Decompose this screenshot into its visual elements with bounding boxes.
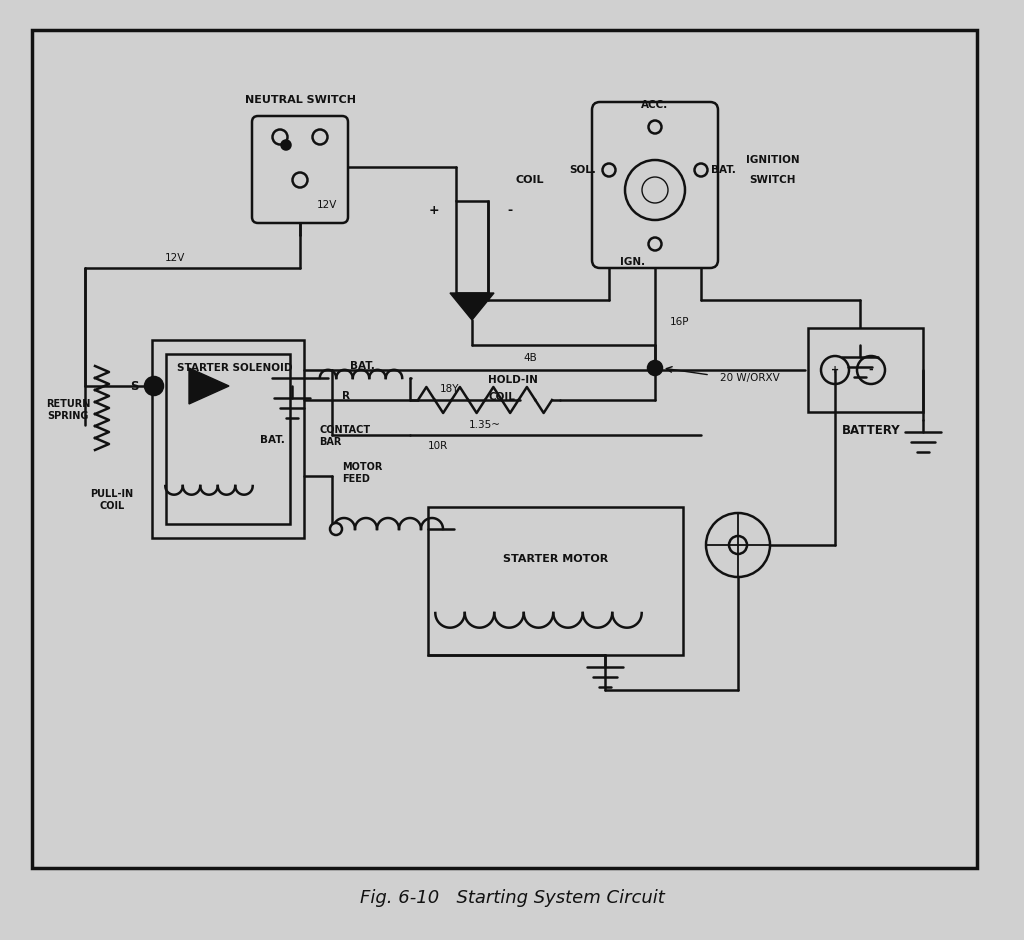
Text: +: + [830, 365, 839, 375]
Text: S: S [130, 380, 138, 393]
Text: 18Y: 18Y [440, 384, 460, 394]
Bar [166, 354, 290, 524]
Circle shape [706, 513, 770, 577]
Text: COIL: COIL [516, 175, 544, 185]
Text: ploiolog: ploiolog [53, 75, 97, 85]
Text: R: R [342, 391, 350, 401]
Text: 1.35~: 1.35~ [469, 420, 501, 430]
Polygon shape [450, 293, 494, 320]
Text: PULL-IN
COIL: PULL-IN COIL [90, 489, 133, 510]
Text: BAT.: BAT. [711, 165, 735, 175]
Text: IGNITION: IGNITION [746, 155, 800, 165]
Bar [32, 30, 977, 868]
Circle shape [648, 238, 662, 250]
Text: -: - [508, 203, 513, 216]
Text: MOTOR
FEED: MOTOR FEED [342, 462, 382, 484]
Text: COIL: COIL [488, 392, 515, 402]
Circle shape [694, 164, 708, 177]
Circle shape [312, 130, 328, 145]
Bar [456, 201, 488, 293]
Text: Fig. 6-10   Starting System Circuit: Fig. 6-10 Starting System Circuit [359, 889, 665, 907]
Text: switch terminal as previously: switch terminal as previously [664, 110, 816, 120]
Text: RETURN
SPRING: RETURN SPRING [46, 400, 90, 421]
Bar [428, 507, 683, 655]
Text: described.: described. [688, 140, 742, 150]
Circle shape [145, 377, 163, 395]
Circle shape [602, 164, 615, 177]
Text: 12V: 12V [316, 200, 337, 210]
FancyBboxPatch shape [252, 116, 348, 223]
Text: BAT.: BAT. [350, 361, 375, 371]
Text: 16P: 16P [671, 317, 690, 327]
Text: carefully.: carefully. [752, 43, 808, 56]
Circle shape [648, 120, 662, 133]
Circle shape [330, 523, 342, 535]
Text: HOLD-IN: HOLD-IN [488, 375, 538, 385]
Text: SWITCH: SWITCH [750, 175, 797, 185]
Text: 4B: 4B [523, 353, 537, 363]
Bar [808, 328, 923, 412]
Circle shape [625, 160, 685, 220]
Text: ACC.: ACC. [641, 100, 669, 110]
Circle shape [857, 356, 885, 384]
Circle shape [282, 140, 291, 149]
Bar [152, 340, 304, 538]
FancyBboxPatch shape [592, 102, 718, 268]
Circle shape [648, 361, 662, 375]
Text: NEUTRAL SWITCH: NEUTRAL SWITCH [245, 95, 355, 105]
Text: BATTERY: BATTERY [842, 424, 900, 436]
Text: STARTER SOLENOID: STARTER SOLENOID [177, 363, 293, 373]
Text: 10R: 10R [428, 441, 449, 451]
Circle shape [642, 177, 668, 203]
Polygon shape [189, 368, 229, 404]
Text: STARTER MOTOR: STARTER MOTOR [503, 554, 608, 564]
Circle shape [821, 356, 849, 384]
Text: SOL.: SOL. [569, 165, 596, 175]
Text: CONTACT
BAR: CONTACT BAR [319, 425, 370, 446]
Text: IGN.: IGN. [621, 257, 645, 267]
Text: BAT.: BAT. [259, 435, 285, 445]
Circle shape [293, 173, 307, 187]
Text: 3.  Connect battery to the solenoid: 3. Connect battery to the solenoid [629, 80, 811, 90]
Circle shape [729, 536, 746, 554]
Text: 12V: 12V [165, 253, 185, 263]
Circle shape [272, 130, 288, 145]
Text: 20 W/ORXV: 20 W/ORXV [720, 373, 780, 383]
Text: +: + [429, 203, 439, 216]
Text: -: - [868, 365, 873, 375]
